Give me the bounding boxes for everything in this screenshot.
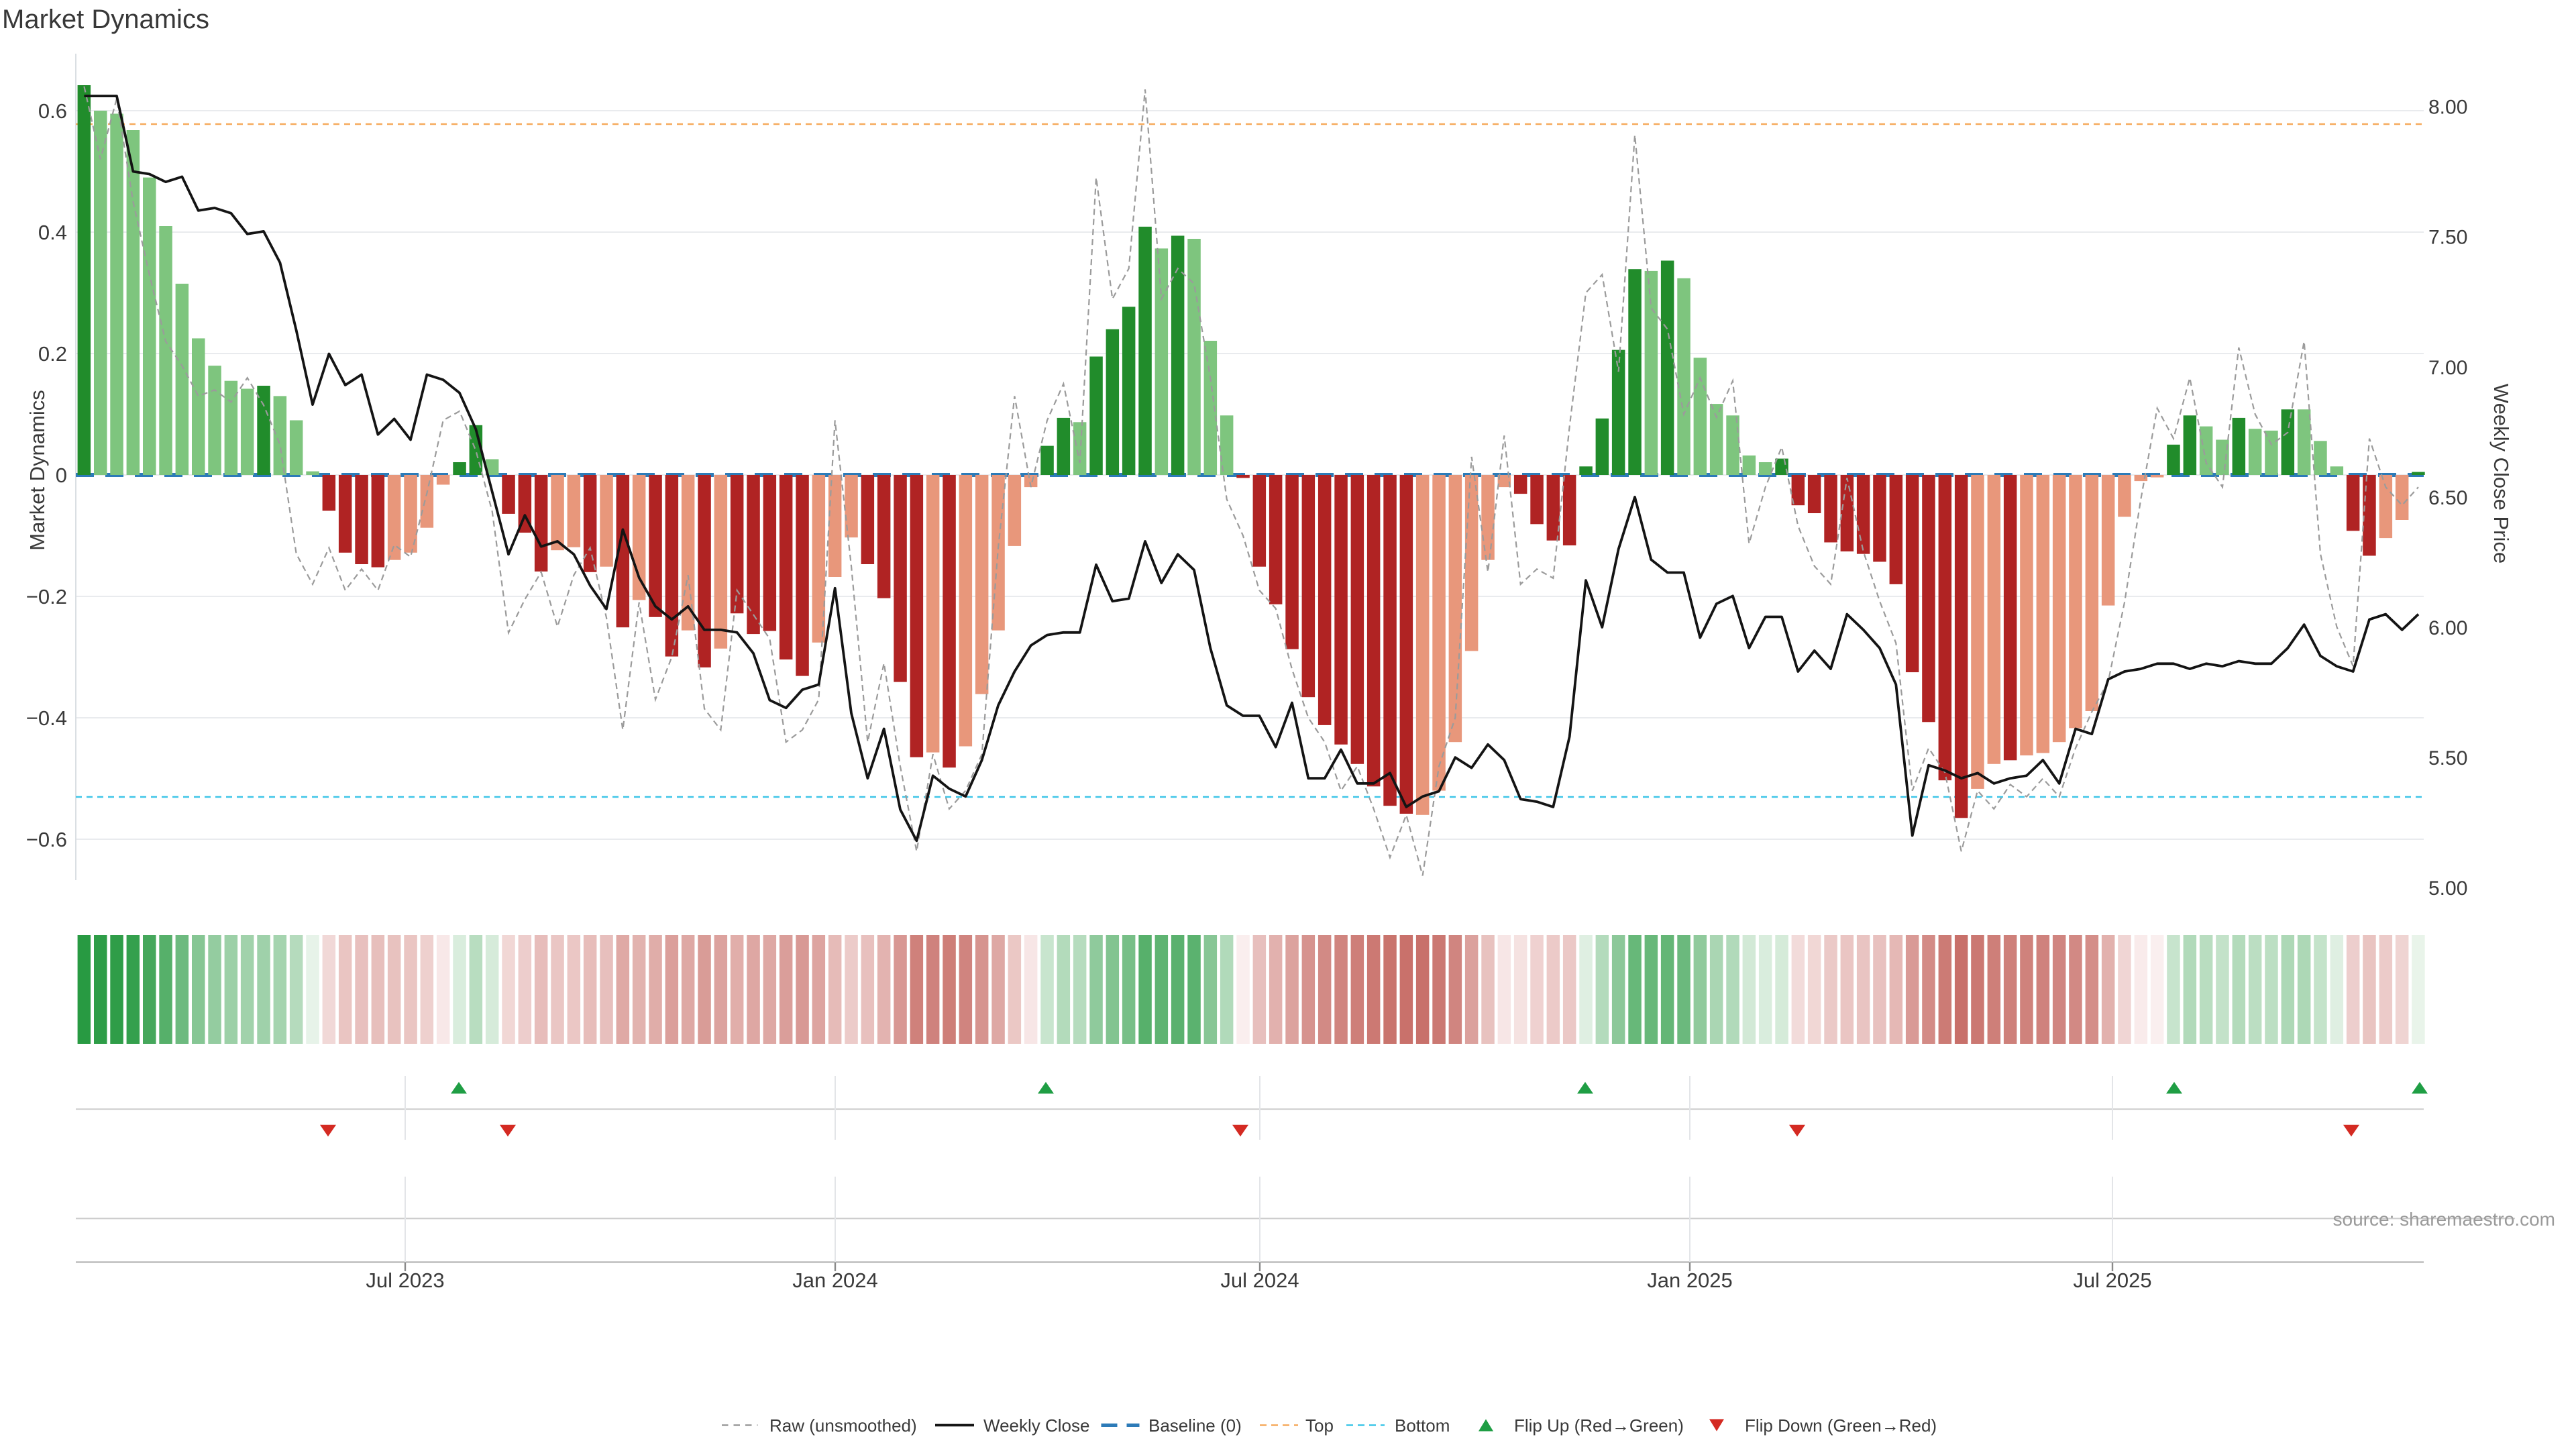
svg-text:−0.4: −0.4 — [26, 706, 67, 730]
svg-text:8.00: 8.00 — [2428, 97, 2467, 119]
svg-text:source: sharemaestro.com: source: sharemaestro.com — [2333, 1209, 2555, 1230]
svg-text:0.6: 0.6 — [38, 99, 67, 123]
svg-text:Flip Down (Green→Red): Flip Down (Green→Red) — [1745, 1415, 1937, 1436]
svg-text:0: 0 — [56, 464, 67, 487]
svg-text:Baseline (0): Baseline (0) — [1148, 1415, 1242, 1436]
svg-text:Jul 2025: Jul 2025 — [2073, 1269, 2151, 1292]
svg-text:6.50: 6.50 — [2428, 487, 2467, 509]
svg-text:0.2: 0.2 — [38, 342, 67, 366]
svg-text:Flip Up (Red→Green): Flip Up (Red→Green) — [1514, 1415, 1684, 1436]
svg-text:Weekly Close Price: Weekly Close Price — [2489, 384, 2513, 564]
svg-text:Jan 2025: Jan 2025 — [1647, 1269, 1733, 1292]
svg-text:Jul 2024: Jul 2024 — [1220, 1269, 1299, 1292]
svg-text:−0.2: −0.2 — [26, 585, 67, 608]
svg-text:Bottom: Bottom — [1395, 1415, 1450, 1436]
svg-text:Top: Top — [1305, 1415, 1334, 1436]
svg-text:5.00: 5.00 — [2428, 877, 2467, 900]
svg-text:0.4: 0.4 — [38, 221, 67, 244]
svg-text:Market Dynamics: Market Dynamics — [25, 390, 49, 550]
svg-text:7.00: 7.00 — [2428, 357, 2467, 379]
svg-text:Jul 2023: Jul 2023 — [366, 1269, 444, 1292]
svg-text:Market Dynamics: Market Dynamics — [2, 5, 209, 34]
svg-text:Jan 2024: Jan 2024 — [792, 1269, 878, 1292]
svg-text:7.50: 7.50 — [2428, 227, 2467, 249]
svg-text:5.50: 5.50 — [2428, 747, 2467, 769]
svg-text:−0.6: −0.6 — [26, 828, 67, 851]
svg-text:Raw (unsmoothed): Raw (unsmoothed) — [769, 1415, 917, 1436]
svg-text:6.00: 6.00 — [2428, 617, 2467, 639]
svg-text:Weekly Close: Weekly Close — [983, 1415, 1089, 1436]
